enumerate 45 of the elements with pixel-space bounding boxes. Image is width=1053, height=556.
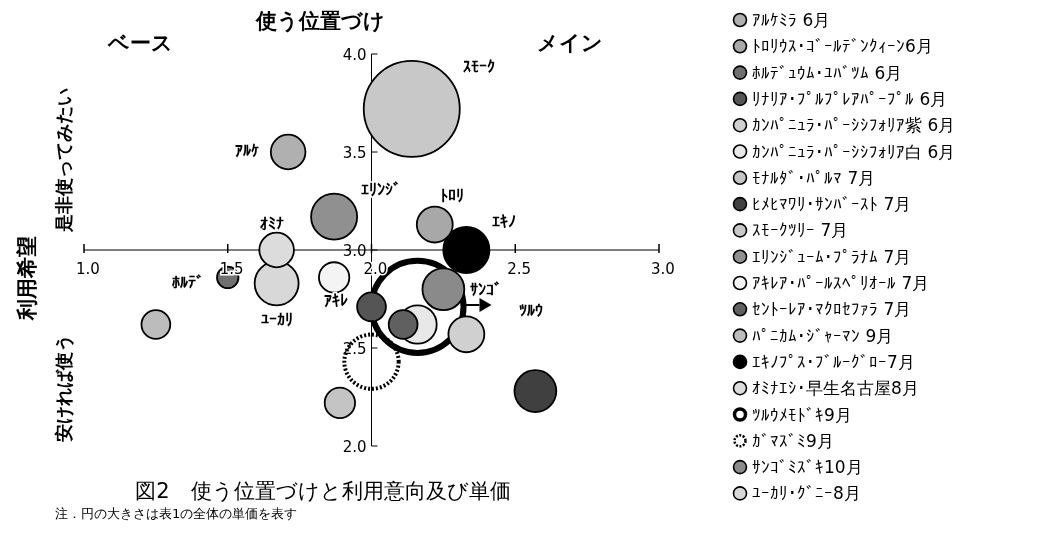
annotation: ﾎﾙﾃﾞ [172,273,204,292]
y-axis-title: 利用希望 [15,236,39,321]
text: 安ければ使う [53,334,74,442]
legend-label: ｱｷﾚｱ･ﾊﾟｰﾙｽﾍﾟﾘｵｰﾙ 7月 [752,273,930,293]
y-tick-label: 2.5 [342,340,367,358]
annotation: ｴｷﾉ [492,212,516,231]
legend-label: ｶﾞﾏｽﾞﾐ9月 [752,430,834,451]
y-tick-label: 4.0 [342,46,367,64]
legend-label: ﾊﾟﾆｶﾑ･ｼﾞｬｰﾏﾝ 9月 [752,325,894,346]
annotation: メイン [537,31,603,55]
legend-label: ｶﾝﾊﾟﾆｭﾗ･ﾊﾟｰｼｼﾌｫﾘｱ紫 6月 [752,115,956,136]
legend-label: ﾓﾅﾙﾀﾞ･ﾊﾟﾙﾏ 7月 [752,167,876,188]
y-tick-label: 2.0 [342,438,367,456]
legend-label: ｴｷﾉﾌﾟｽ･ﾌﾞﾙｰｸﾞﾛｰ7月 [752,351,915,372]
annotation: ｱｷﾚ [324,291,348,310]
legend-label: ｶﾝﾊﾟﾆｭﾗ･ﾊﾟｰｼｼﾌｫﾘｱ白 6月 [752,141,956,162]
x-tick-label: 3.0 [651,260,675,278]
legend-label: ｱﾙｹﾐﾗ 6月 [752,10,831,30]
legend-label: ｽﾓｰｸﾂﾘｰ 7月 [752,220,849,241]
legend-label: ﾂﾙｳﾒﾓﾄﾞｷ9月 [752,404,852,425]
legend-label: ﾘﾅﾘｱ･ﾌﾟﾙﾌﾟﾚｱﾊﾟｰﾌﾟﾙ 6月 [752,88,948,109]
y-tick-label: 3.5 [342,144,367,162]
legend-label: ｴﾘﾝｼﾞｭｰﾑ･ﾌﾟﾗﾅﾑ 7月 [752,246,912,267]
legend-label: ﾕｰｶﾘ･ｸﾞﾆｰ8月 [752,483,861,504]
text: 是非使ってみたい [53,88,74,233]
text: 注．円の大きさは表1の全体の単価を表す [55,506,298,521]
legend-label: ﾋﾒﾋﾏﾜﾘ･ｻﾝﾊﾞｰｽﾄ 7月 [752,194,912,215]
annotation: ｱﾙｹ [235,141,259,160]
text: 図2 使う位置づけと利用意向及び単価 [135,479,511,503]
annotation: ﾕｰｶﾘ [261,310,293,329]
legend-label: ｵﾐﾅｴｼ･早生名古屋8月 [752,378,919,399]
legend-label: ｾﾝﾄｰﾚｱ･ﾏｸﾛｾﾌｧﾗ 7月 [752,299,912,320]
legend-label: ｻﾝｺﾞﾐｽﾞｷ10月 [752,457,863,478]
annotation: ベース [106,31,173,55]
annotation: ｵﾐﾅ [260,214,284,233]
x-tick-label: 2.5 [507,260,532,278]
legend-label: ﾄﾛﾘｳｽ･ｺﾞｰﾙﾃﾞﾝｸｨｰﾝ6月 [752,36,933,57]
annotation: ｽﾓｰｸ [463,57,495,76]
x-axis-title: 使う位置づけ [254,9,385,33]
annotation: ｻﾝｺﾞ [470,280,502,299]
legend-label: ﾎﾙﾃﾞｭｳﾑ･ﾕﾊﾞﾂﾑ 6月 [752,62,903,83]
x-tick-label: 1.0 [76,260,100,278]
y-tick-label: 3.0 [342,242,367,260]
annotation: ﾂﾙｳ [519,301,543,320]
annotation: ﾄﾛﾘ [440,186,464,205]
